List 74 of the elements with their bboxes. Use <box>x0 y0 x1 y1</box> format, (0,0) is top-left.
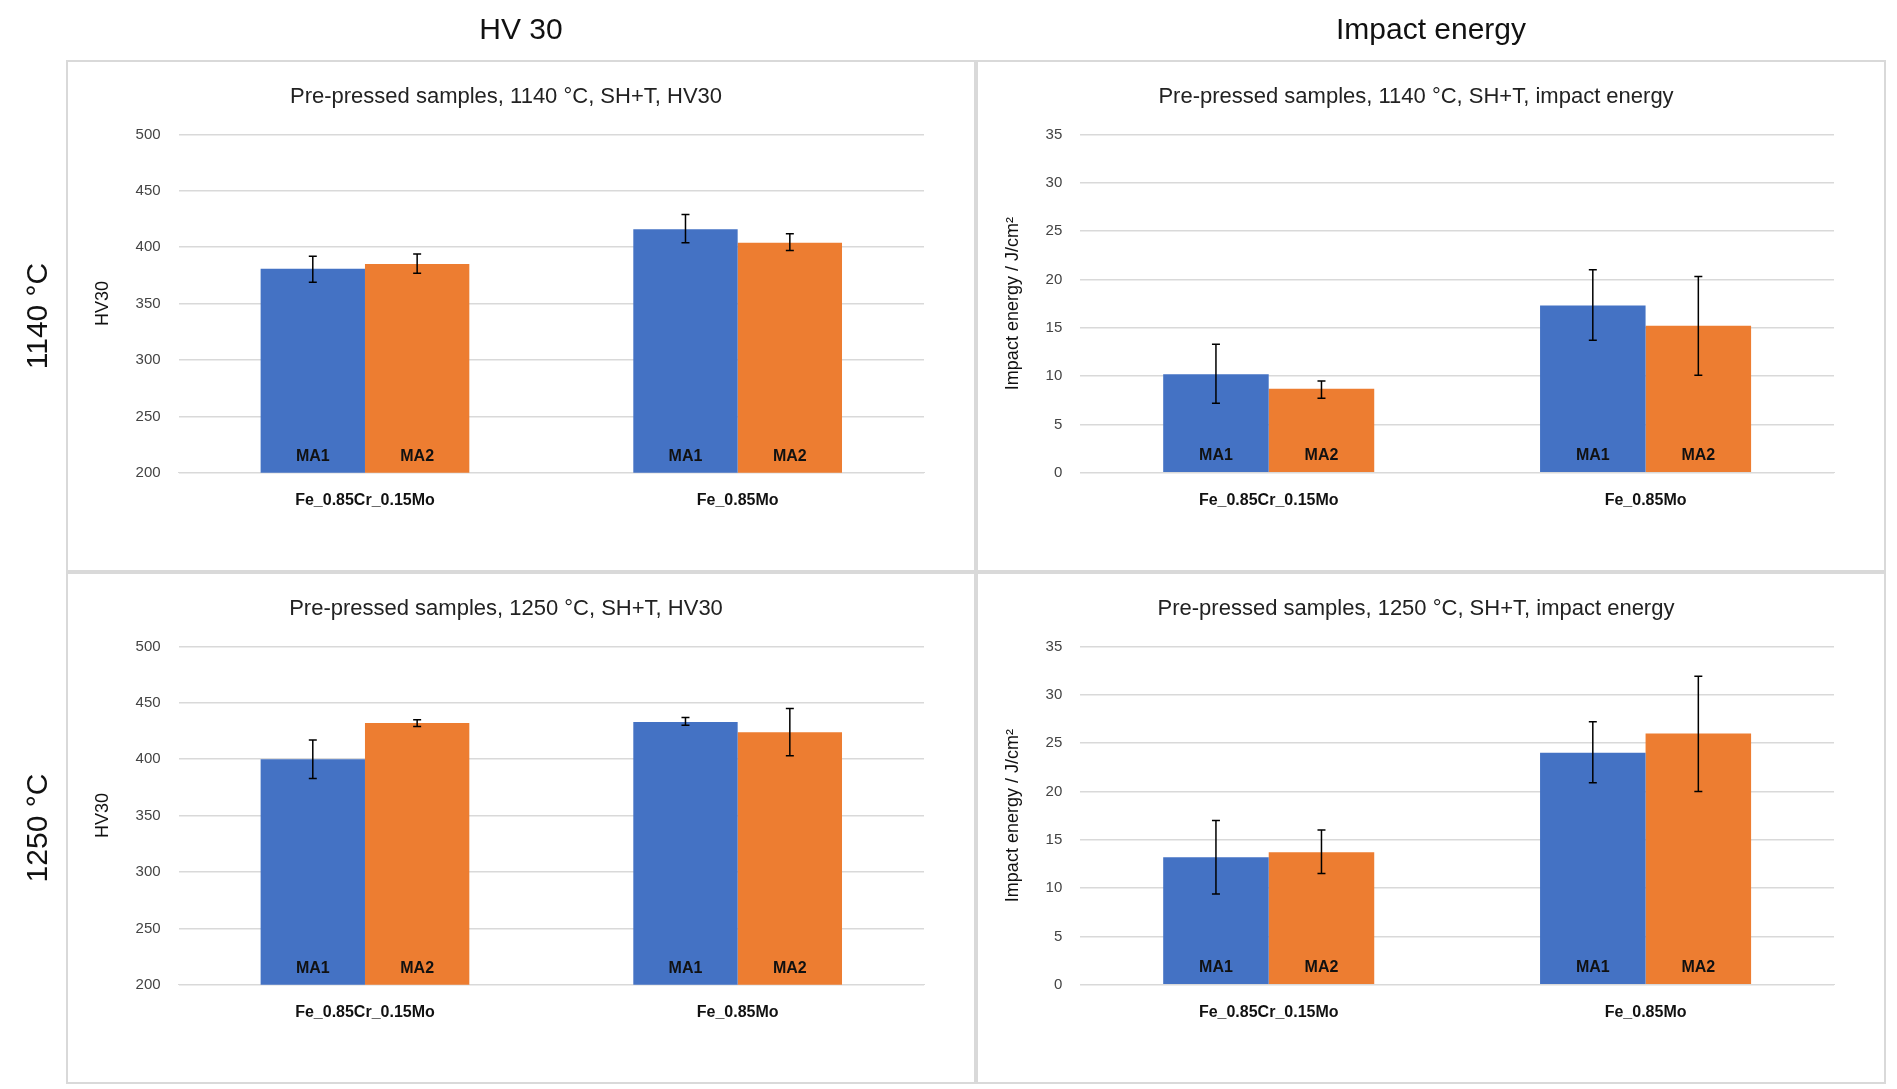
series-label: MA1 <box>295 447 330 465</box>
bar <box>1163 374 1269 473</box>
text: 1140 °C <box>20 262 54 370</box>
series-label: MA2 <box>1304 446 1339 464</box>
x-tick-label: Fe_0.85Cr_0.15Mo <box>295 490 436 508</box>
y-axis-title: HV30 <box>91 793 112 839</box>
bar <box>1540 752 1646 985</box>
text: Impact energy <box>1334 12 1528 46</box>
series-label: MA2 <box>400 447 435 465</box>
y-tick-label: 30 <box>1045 684 1063 702</box>
y-tick-label: 15 <box>1045 829 1063 847</box>
y-tick-label: 5 <box>1053 926 1063 944</box>
text: MA2 <box>772 959 807 977</box>
y-tick-label: 0 <box>1053 974 1063 992</box>
series-label: MA1 <box>1199 958 1233 976</box>
x-tick-label: Fe_0.85Cr_0.15Mo <box>1198 1002 1339 1020</box>
bar <box>1268 852 1375 985</box>
y-tick-label: 250 <box>135 406 161 424</box>
text: HV 30 <box>478 12 564 46</box>
y-tick-label: 0 <box>1053 462 1063 480</box>
series-label: MA2 <box>1304 958 1339 976</box>
y-tick-label: 20 <box>1045 269 1063 287</box>
y-axis-title: HV30 <box>91 281 112 327</box>
bar <box>1645 325 1752 473</box>
bar <box>1645 733 1752 985</box>
y-tick-label: 450 <box>135 692 161 710</box>
y-tick-label: 350 <box>135 805 161 823</box>
bar <box>1163 857 1269 985</box>
x-tick-label: Fe_0.85Mo <box>696 490 779 508</box>
x-tick-label: Fe_0.85Mo <box>1604 1002 1687 1020</box>
y-tick-label: 500 <box>135 636 161 654</box>
y-tick-label: 400 <box>135 749 161 767</box>
chart-title: Pre-pressed samples, 1140 °C, SH+T, HV30 <box>289 83 723 109</box>
y-tick-label: 25 <box>1045 221 1063 239</box>
y-tick-label: 250 <box>135 918 161 936</box>
y-axis-title: Impact energy / J/cm² <box>1001 729 1022 903</box>
bar <box>1268 388 1375 473</box>
y-tick-label: 450 <box>135 180 161 198</box>
y-tick-label: 400 <box>135 237 161 255</box>
y-tick-label: 10 <box>1045 878 1063 896</box>
y-tick-label: 200 <box>135 974 161 992</box>
y-tick-label: 35 <box>1045 636 1063 654</box>
x-tick-label: Fe_0.85Cr_0.15Mo <box>295 1002 436 1020</box>
y-tick-label: 30 <box>1045 172 1063 190</box>
series-label: MA2 <box>400 959 435 977</box>
text: MA1 <box>668 447 703 465</box>
text: MA1 <box>668 959 703 977</box>
text: MA2 <box>1681 958 1716 976</box>
text: MA1 <box>1575 958 1610 976</box>
y-tick-label: 300 <box>135 350 161 368</box>
x-tick-label: Fe_0.85Mo <box>1604 490 1687 508</box>
y-axis-title: Impact energy / J/cm² <box>1001 217 1022 391</box>
chart-title: Pre-pressed samples, 1140 °C, SH+T, impact energy <box>1158 83 1674 109</box>
y-tick-label: 300 <box>135 862 161 880</box>
y-tick-label: 35 <box>1045 124 1063 142</box>
y-tick-label: 20 <box>1045 781 1063 799</box>
y-tick-label: 15 <box>1045 317 1063 335</box>
text: 1250 °C <box>20 773 54 883</box>
y-tick-label: 10 <box>1045 366 1063 384</box>
y-tick-label: 5 <box>1053 414 1063 432</box>
x-tick-label: Fe_0.85Cr_0.15Mo <box>1198 490 1339 508</box>
y-tick-label: 200 <box>135 462 161 480</box>
chart-title: Pre-pressed samples, 1250 °C, SH+T, HV30 <box>289 595 723 621</box>
series-label: MA1 <box>1199 446 1233 464</box>
y-tick-label: 350 <box>135 293 161 311</box>
text: MA2 <box>1681 446 1716 464</box>
x-tick-label: Fe_0.85Mo <box>696 1002 779 1020</box>
bar <box>1540 305 1646 473</box>
series-label: MA1 <box>295 959 330 977</box>
y-tick-label: 500 <box>135 124 161 142</box>
text: MA1 <box>1575 446 1610 464</box>
text: MA2 <box>772 447 807 465</box>
chart-title: Pre-pressed samples, 1250 °C, SH+T, impact energy <box>1157 595 1675 621</box>
y-tick-label: 25 <box>1045 733 1063 751</box>
